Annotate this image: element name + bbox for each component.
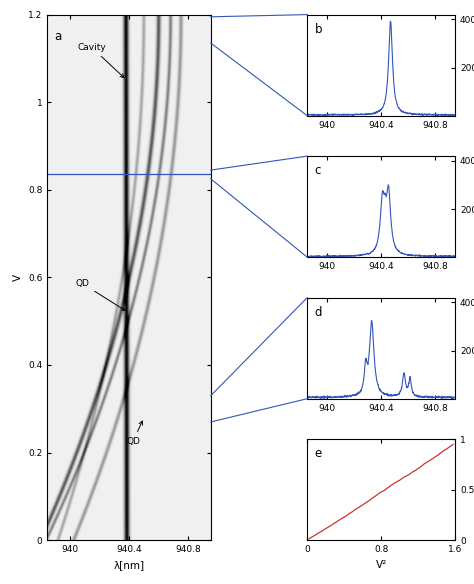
Text: QD: QD <box>126 421 143 446</box>
X-axis label: V²: V² <box>375 559 387 569</box>
Text: b: b <box>315 23 322 36</box>
Text: d: d <box>315 305 322 319</box>
Text: QD: QD <box>76 279 125 310</box>
Text: c: c <box>315 164 321 177</box>
Y-axis label: V: V <box>13 274 23 281</box>
Text: Cavity: Cavity <box>77 43 124 78</box>
Text: a: a <box>54 30 61 43</box>
X-axis label: λ[nm]: λ[nm] <box>113 559 145 569</box>
Text: e: e <box>315 447 322 460</box>
